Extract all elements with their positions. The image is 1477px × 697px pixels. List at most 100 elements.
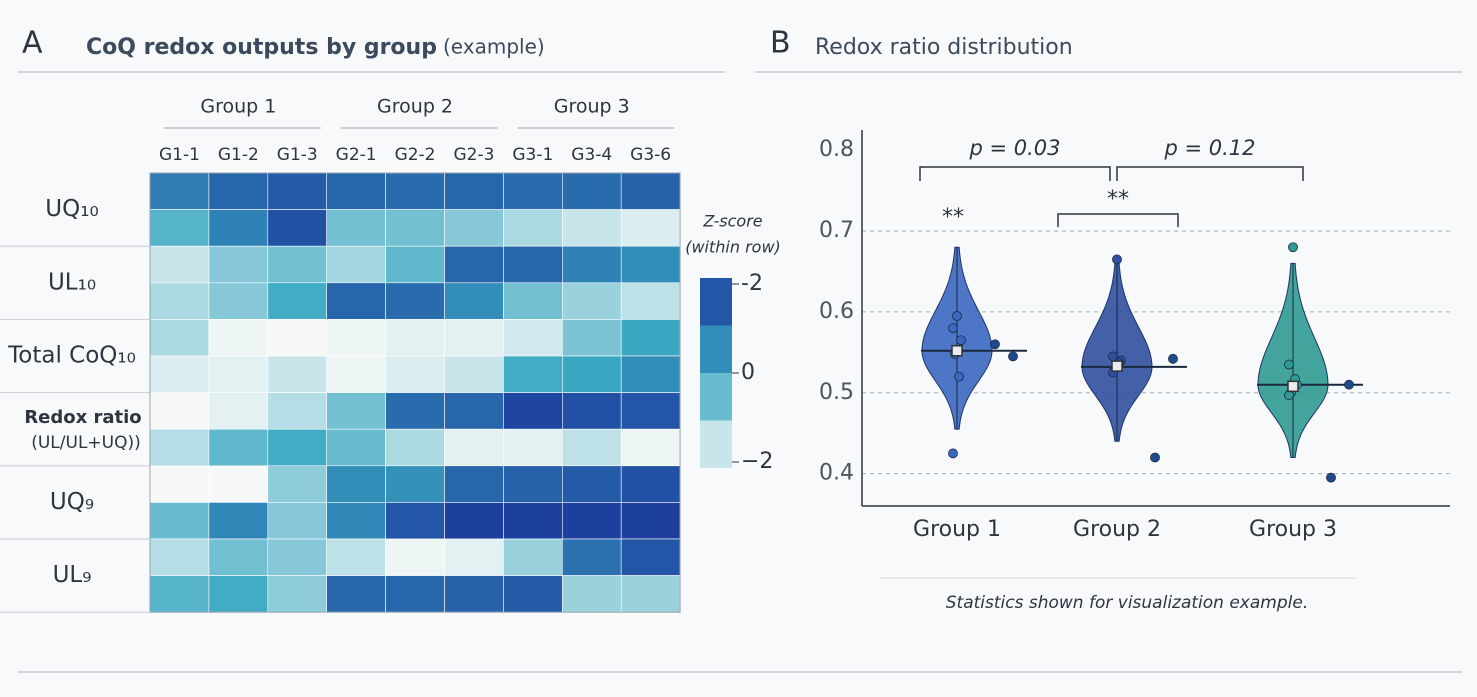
heatmap-cell xyxy=(326,319,386,357)
significance-stars: ** xyxy=(942,205,964,230)
column-label: G3-6 xyxy=(630,145,671,165)
heatmap-cell xyxy=(503,245,563,284)
panel-label: B xyxy=(770,26,791,61)
heatmap-cell xyxy=(620,319,681,357)
heatmap-cell xyxy=(385,465,445,503)
heatmap-cell xyxy=(444,392,504,430)
heatmap-cell xyxy=(267,502,327,540)
data-point xyxy=(948,323,958,334)
heatmap-cell xyxy=(267,575,327,613)
heatmap-cell xyxy=(149,319,210,357)
heatmap-cell xyxy=(208,355,269,393)
chart-subtitle: (example) xyxy=(443,35,545,59)
colorbar-segment xyxy=(700,420,732,468)
data-point xyxy=(1326,472,1336,483)
heatmap-cell xyxy=(503,465,563,503)
column-label: G2-3 xyxy=(453,145,494,165)
heatmap-cell xyxy=(444,538,504,576)
heatmap-cell xyxy=(503,172,563,210)
heatmap-cell xyxy=(444,428,504,467)
heatmap-cell xyxy=(326,245,386,284)
heatmap-cell xyxy=(149,428,210,467)
mean-marker xyxy=(951,344,963,357)
heatmap-cell xyxy=(385,245,445,284)
heatmap-cell xyxy=(385,282,445,320)
data-point xyxy=(1284,359,1294,370)
x-tick-label: Group 1 xyxy=(913,517,1001,542)
heatmap-cell xyxy=(326,575,386,613)
heatmap-cell xyxy=(267,282,327,320)
heatmap-cell xyxy=(561,575,622,613)
heatmap-cell xyxy=(208,172,269,210)
row-label: UL₁₀ xyxy=(48,269,96,295)
y-tick-label: 0.4 xyxy=(819,461,854,486)
data-point xyxy=(948,448,958,459)
colorbar-segment xyxy=(700,325,732,373)
data-point xyxy=(1288,242,1298,253)
heatmap-cell xyxy=(561,172,622,210)
colorbar-label: 0 xyxy=(741,360,755,385)
row-label: Redox ratio xyxy=(24,407,141,428)
p-value: p = 0.03 xyxy=(968,136,1060,160)
heatmap-cell xyxy=(444,465,504,503)
column-group-label: Group 3 xyxy=(554,96,630,118)
heatmap-cell xyxy=(620,428,681,467)
heatmap-cell xyxy=(326,465,386,503)
heatmap-border xyxy=(149,172,681,613)
heatmap-cell xyxy=(149,502,210,540)
data-point xyxy=(1168,353,1178,364)
data-point xyxy=(956,335,966,346)
heatmap-cell xyxy=(620,172,681,210)
mean-marker xyxy=(1111,360,1123,372)
column-group-label: Group 2 xyxy=(377,96,453,118)
heatmap-cell xyxy=(267,209,327,247)
heatmap-cell xyxy=(208,465,269,503)
heatmap-cell xyxy=(208,575,269,613)
heatmap-cell xyxy=(326,538,386,576)
heatmap-cell xyxy=(326,209,386,247)
significance-stars: ** xyxy=(1107,187,1129,212)
heatmap-cell xyxy=(444,575,504,613)
heatmap-cell xyxy=(267,428,327,467)
row-sublabel: (UL/UL+UQ)) xyxy=(31,433,141,453)
colorbar-label: -2 xyxy=(741,271,763,296)
footnote: Statistics shown for visualization examp… xyxy=(946,593,1308,613)
heatmap-cell xyxy=(444,245,504,284)
data-point xyxy=(1150,452,1160,463)
heatmap-cell xyxy=(561,319,622,357)
heatmap-cell xyxy=(208,282,269,320)
heatmap-cell xyxy=(208,392,269,430)
column-label: G3-4 xyxy=(571,145,612,165)
heatmap-cell xyxy=(385,209,445,247)
heatmap-cell xyxy=(620,355,681,393)
heatmap-cell xyxy=(561,209,622,247)
heatmap-cell xyxy=(561,392,622,430)
p-value: p = 0.12 xyxy=(1163,136,1255,160)
heatmap-cell xyxy=(267,319,327,357)
heatmap-cell xyxy=(385,392,445,430)
heatmap-cell xyxy=(208,428,269,467)
heatmap-cell xyxy=(620,282,681,320)
heatmap-cell xyxy=(503,355,563,393)
column-group-label: Group 1 xyxy=(200,96,276,118)
mean-marker xyxy=(1287,380,1299,393)
heatmap-cell xyxy=(561,502,622,540)
heatmap-cell xyxy=(149,355,210,393)
heatmap-cell xyxy=(326,428,386,467)
data-point xyxy=(952,311,962,321)
heatmap-cell xyxy=(326,355,386,393)
heatmap-cell xyxy=(444,319,504,357)
heatmap-cell xyxy=(385,538,445,576)
heatmap-cell xyxy=(503,575,563,613)
chart-title: Redox ratio distribution xyxy=(815,35,1073,60)
y-tick-label: 0.5 xyxy=(819,380,854,405)
row-label: UQ₉ xyxy=(50,489,94,515)
row-label: UQ₁₀ xyxy=(45,196,98,222)
column-label: G2-2 xyxy=(395,145,436,165)
heatmap-cell xyxy=(620,209,681,247)
heatmap-cell xyxy=(149,172,210,210)
heatmap-cell xyxy=(208,319,269,357)
heatmap-cell xyxy=(444,502,504,540)
heatmap-cell xyxy=(503,209,563,247)
